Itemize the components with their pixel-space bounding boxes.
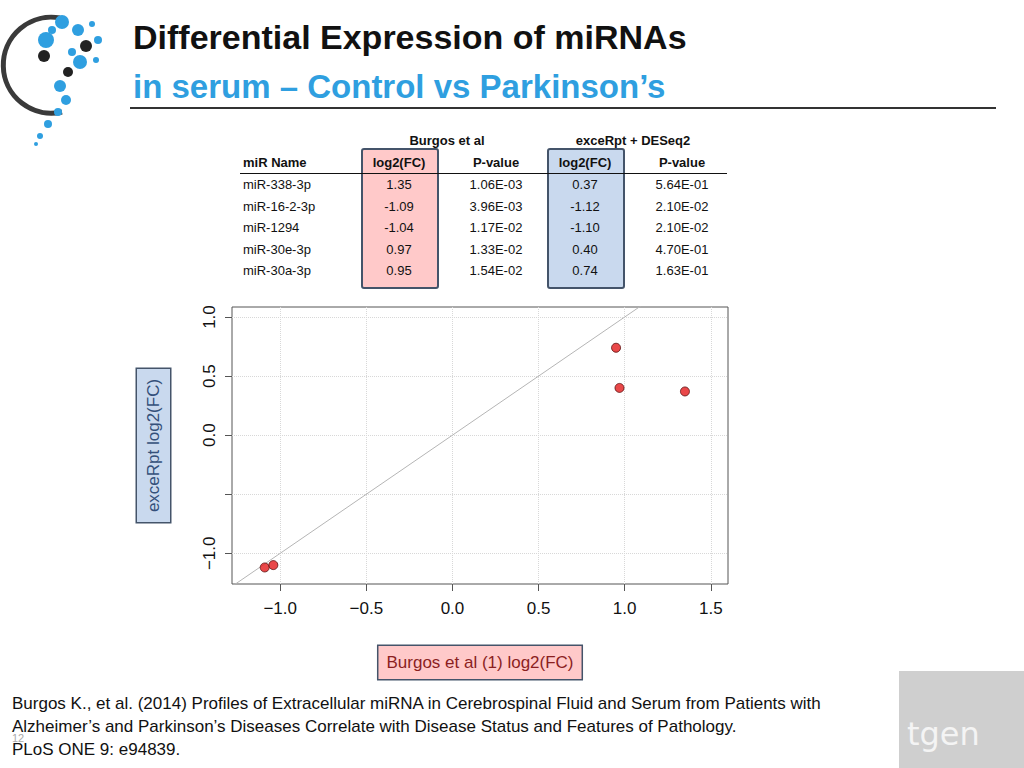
html-text:in serum – Control vs Parkinso: in serum – Control vs Parkinson’s [133, 68, 666, 105]
html-text:5.64E-01: 5.64E-01 [655, 177, 709, 192]
html-text:P-value: P-value [658, 155, 706, 170]
html-text:1.17E-02: 1.17E-02 [469, 220, 523, 235]
html-text:miR-1294: miR-1294 [243, 220, 300, 235]
html-text:4.70E-01: 4.70E-01 [655, 241, 709, 257]
html-text:Alzheimer’s and Parkinson’s Di: Alzheimer’s and Parkinson’s Diseases Cor… [12, 717, 737, 736]
svg-text:1.0: 1.0 [200, 305, 219, 329]
html-text:1.33E-02: 1.33E-02 [469, 241, 523, 257]
svg-text:exceRpt log2(FC): exceRpt log2(FC) [144, 379, 163, 512]
html-text:0.95: 0.95 [386, 263, 412, 278]
svg-text:0.0: 0.0 [200, 423, 219, 447]
html-text:2.10E-02: 2.10E-02 [655, 220, 709, 235]
html-text:miR-30a-3p: miR-30a-3p [243, 263, 311, 278]
html-text:0.37: 0.37 [572, 177, 598, 192]
svg-text:−1.0: −1.0 [263, 599, 297, 618]
html-text:Burgos et al: Burgos et al [409, 133, 485, 148]
svg-text:Burgos et al (1) log2(FC): Burgos et al (1) log2(FC) [386, 653, 573, 672]
svg-text:1.0: 1.0 [613, 599, 637, 618]
html-text:2.10E-02: 2.10E-02 [655, 198, 709, 214]
html-text:-1.10: -1.10 [570, 220, 600, 235]
html-text:Burgos K., et al. (2014) Profi: Burgos K., et al. (2014) Profiles of Ext… [12, 694, 821, 713]
html-text:miR Name: miR Name [243, 155, 307, 170]
html-text:Differential Expression of miR: Differential Expression of miRNAs [133, 18, 687, 56]
svg-text:−0.5: −0.5 [350, 599, 384, 618]
html-text:12: 12 [12, 732, 25, 744]
html-text:tgen: tgen [907, 715, 980, 753]
html-text:exceRpt + DESeq2: exceRpt + DESeq2 [575, 133, 691, 148]
html-text:P-value: P-value [472, 155, 520, 170]
html-text:1.35: 1.35 [386, 177, 412, 192]
html-text:0.97: 0.97 [386, 241, 412, 257]
html-text:-1.04: -1.04 [384, 220, 414, 235]
html-text:PLoS ONE 9: e94839.: PLoS ONE 9: e94839. [12, 740, 181, 759]
html-text:0.74: 0.74 [572, 263, 598, 278]
html-text:1.06E-03: 1.06E-03 [469, 177, 523, 192]
svg-text:0.5: 0.5 [527, 599, 551, 618]
html-text:1.54E-02: 1.54E-02 [469, 263, 523, 278]
html-text:3.96E-03: 3.96E-03 [469, 198, 523, 214]
html-text:-1.09: -1.09 [384, 198, 414, 214]
svg-text:1.5: 1.5 [699, 599, 723, 618]
html-text:-1.12: -1.12 [570, 198, 600, 214]
html-text:log2(FC): log2(FC) [558, 155, 612, 170]
html-text:miR-30e-3p: miR-30e-3p [243, 241, 311, 257]
html-text:log2(FC): log2(FC) [372, 155, 426, 170]
html-text:0.40: 0.40 [572, 241, 598, 257]
html-text:miR-16-2-3p: miR-16-2-3p [243, 198, 316, 214]
html-text:miR-338-3p: miR-338-3p [243, 177, 311, 192]
html-text:1.63E-01: 1.63E-01 [655, 263, 709, 278]
svg-text:0.0: 0.0 [441, 599, 465, 618]
svg-text:−1.0: −1.0 [200, 537, 219, 571]
svg-text:0.5: 0.5 [200, 364, 219, 388]
